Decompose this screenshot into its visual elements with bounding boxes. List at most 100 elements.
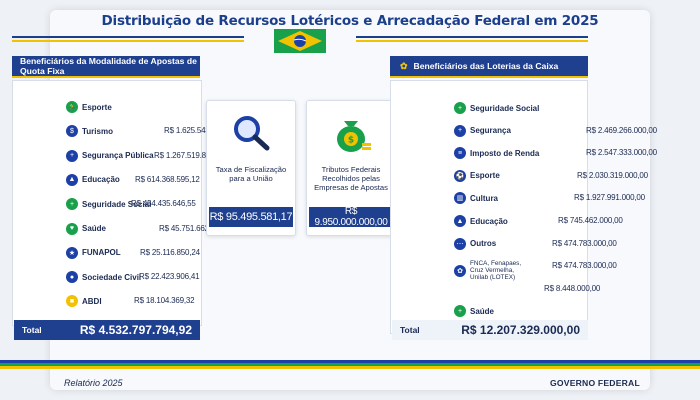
left-panel-header: Beneficiários da Modalidade de Apostas d…	[12, 56, 200, 78]
tributos-value: R$ 9.950.000.000,00	[309, 206, 393, 228]
right-panel-header: ✿ Beneficiários das Loterias da Caixa	[390, 56, 588, 78]
tributos-card: $ Tributos Federais Recolhidos pelas Emp…	[306, 100, 396, 236]
left_panel-row-value: R$ 18.104.369,32	[134, 296, 195, 306]
right_panel-row: ⚽ Esporte	[454, 169, 500, 182]
factory-icon: ■	[66, 295, 78, 308]
right_panel-row-value: R$ 745.462.000,00	[558, 216, 623, 225]
left-panel-title: Beneficiários da Modalidade de Apostas d…	[20, 56, 197, 76]
footer-government: GOVERNO FEDERAL	[550, 378, 640, 388]
right_panel-row-bar	[532, 171, 575, 181]
right_panel-row-bar	[532, 193, 572, 203]
left-total-label: Total	[22, 325, 42, 335]
left_panel-row: 🏃 Esporte	[66, 101, 112, 113]
right_panel-row-bar	[532, 103, 630, 113]
right_panel-row-label: Saúde	[470, 306, 495, 316]
left_panel-row-label: Turismo	[82, 126, 113, 136]
dots-icon: ⋯	[454, 237, 466, 250]
magnifier-icon	[207, 113, 295, 153]
left_panel-row: ■ ABDI	[66, 295, 102, 308]
people-icon: ●	[66, 271, 78, 284]
svg-text:$: $	[348, 136, 354, 146]
graduation-cap-icon: ▲	[454, 215, 466, 227]
right_panel-row-label: Outros	[470, 239, 497, 249]
brazil-flag-icon	[274, 29, 326, 53]
right_panel-row: + Segurança	[454, 124, 511, 137]
left_panel-row-bar	[116, 224, 157, 234]
right_panel-row-value: R$ 474.783.000,00	[552, 261, 617, 271]
left_panel-row-bar	[116, 248, 138, 258]
right_panel-row-bar	[532, 239, 550, 249]
document-icon: ≡	[454, 147, 466, 160]
fiscal-card: Taxa de Fiscalização para a União R$ 95.…	[206, 100, 296, 236]
right_panel-row: ▥ Cultura	[454, 192, 498, 205]
right_panel-row-bar	[532, 261, 550, 271]
title-rule-left	[12, 36, 244, 38]
title-rule-right	[356, 36, 588, 38]
ball-icon: ⚽	[454, 169, 466, 182]
money-bag-icon: $	[307, 113, 395, 153]
left-total: Total R$ 4.532.797.794,92	[14, 320, 200, 340]
runner-icon: 🏃	[66, 101, 78, 113]
left_panel-row: ★ FUNAPOL	[66, 246, 121, 259]
fiscal-text: Taxa de Fiscalização para a União	[215, 165, 287, 184]
left_panel-row: ● Sociedade Civil	[66, 271, 142, 284]
left_panel-row-bar	[116, 199, 129, 209]
tributos-text: Tributos Federais Recolhidos pelas Empre…	[314, 165, 388, 193]
left_panel-row-label: Esporte	[82, 102, 112, 112]
footer-report-year: Relatório 2025	[64, 378, 123, 388]
right_panel-row-label: Segurança	[470, 126, 511, 136]
footer-band-yellow	[0, 366, 700, 369]
graduation-cap-icon: ▲	[66, 173, 78, 186]
left_panel-row-value: R$ 454.435.646,55	[131, 199, 196, 209]
left-total-value: R$ 4.532.797.794,92	[79, 323, 192, 337]
right_panel-row-bar	[532, 284, 542, 294]
left_panel-row-label: Seguridade Social	[82, 199, 152, 209]
left_panel-row: ♥ Saúde	[66, 222, 107, 235]
left_panel-row-label: Saúde	[82, 224, 107, 233]
left_panel-row-value: R$ 1.267.519.861,61	[154, 150, 225, 160]
left_panel-row-label: Educação	[82, 175, 120, 185]
globe-icon: $	[66, 125, 78, 138]
right_panel-row-value: R$ 2.030.319.000,00	[577, 170, 648, 180]
left_panel-row-label: Segurança Pública	[82, 151, 154, 161]
left_panel-row-bar	[116, 296, 132, 306]
right_panel-row: + Seguridade Social	[454, 102, 539, 114]
left_panel-row-label: FUNAPOL	[82, 248, 121, 258]
leaf-icon: ✿	[454, 264, 466, 277]
right-total: Total R$ 12.207.329.000,00	[392, 320, 588, 340]
left_panel-row-label: Sociedade Civil	[82, 272, 142, 282]
health-cross-icon: +	[454, 102, 466, 114]
right-panel	[390, 80, 588, 334]
badge-icon: ★	[66, 246, 78, 259]
left_panel-row-bar	[116, 126, 162, 136]
right_panel-row-label: Esporte	[470, 171, 500, 181]
clover-icon: ✿	[400, 60, 408, 71]
right_panel-row-value: R$ 2.469.266.000,00	[586, 125, 657, 135]
right_panel-row-label: Seguridade Social	[470, 103, 540, 113]
right_panel-row: ≡ Imposto de Renda	[454, 147, 539, 160]
title-accent-left	[12, 40, 244, 42]
left_panel-row-value: R$ 614.368.595,12	[135, 174, 200, 184]
left_panel-row: + Segurança Pública	[66, 149, 154, 162]
left-panel	[12, 80, 202, 326]
title-accent-right	[356, 40, 588, 42]
right_panel-row-bar	[532, 148, 584, 158]
shield-icon: +	[454, 124, 466, 137]
left_panel-row-value: R$ 25.116.850,24	[140, 247, 200, 257]
left_panel-row: + Seguridade Social	[66, 198, 152, 211]
left_panel-row-value: R$ 45.751.662,10	[159, 223, 220, 233]
right_panel-row-bar	[532, 216, 556, 226]
left_panel-row-bar	[116, 272, 137, 282]
left_panel-row: $ Turismo	[66, 125, 113, 138]
building-icon: ▥	[454, 192, 466, 205]
right_panel-row-label: FNCA, Fenapaes, Cruz Vermelha, Unilab (L…	[470, 260, 522, 282]
fiscal-value: R$ 95.495.581,17	[209, 207, 293, 227]
heartbeat-icon: ♥	[66, 222, 78, 235]
right-total-label: Total	[400, 325, 420, 335]
right_panel-row: ⋯ Outros	[454, 237, 497, 250]
right_panel-row-label: Educação	[470, 216, 508, 226]
health-cross-icon: +	[66, 198, 78, 211]
shield-icon: +	[66, 149, 78, 162]
right_panel-row-bar	[532, 126, 584, 136]
left_panel-row-label: ABDI	[82, 296, 102, 306]
